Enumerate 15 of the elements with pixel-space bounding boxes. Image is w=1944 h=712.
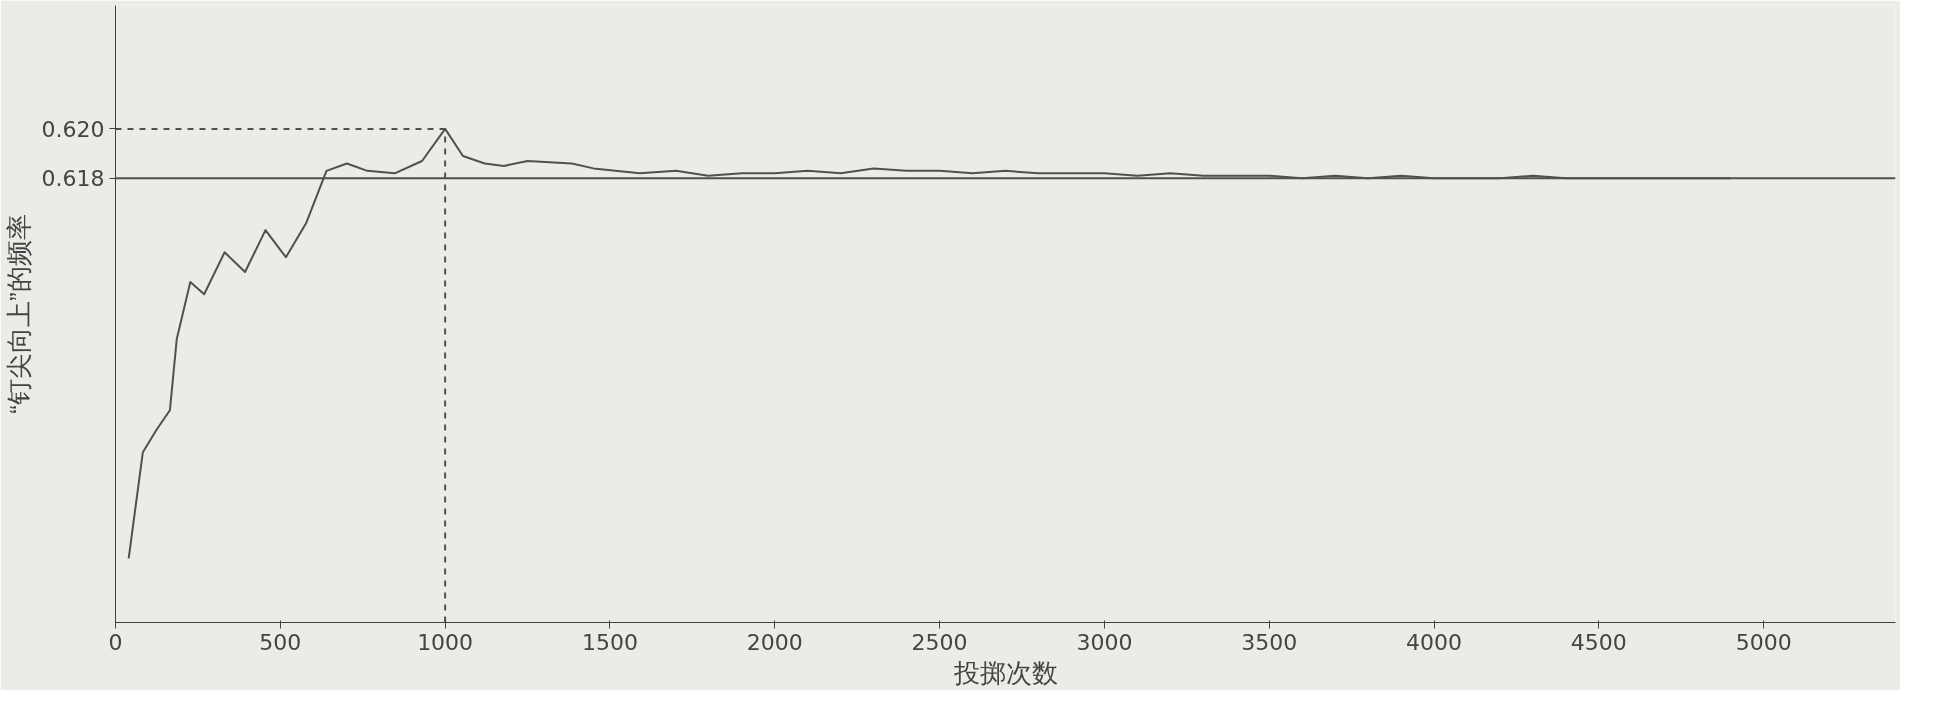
x-tick-label: 1000 [417, 629, 474, 655]
y-tick-label: 0.618 [41, 166, 105, 192]
x-tick-label: 2500 [911, 629, 968, 655]
x-axis-title: 投掷次数 [952, 657, 1058, 688]
x-tick-label: 3500 [1241, 629, 1298, 655]
x-tick-label: 4000 [1406, 629, 1463, 655]
x-tick-label: 5000 [1735, 629, 1792, 655]
x-tick-label: 3000 [1076, 629, 1133, 655]
x-tick-label: 1500 [581, 629, 638, 655]
y-axis-title: “钉尖向上”的频率 [3, 214, 34, 414]
x-tick-label: 0 [108, 629, 123, 655]
x-tick-label: 4500 [1570, 629, 1627, 655]
y-tick-label: 0.620 [41, 116, 105, 142]
x-tick-label: 500 [259, 629, 302, 655]
x-tick-label: 2000 [746, 629, 803, 655]
